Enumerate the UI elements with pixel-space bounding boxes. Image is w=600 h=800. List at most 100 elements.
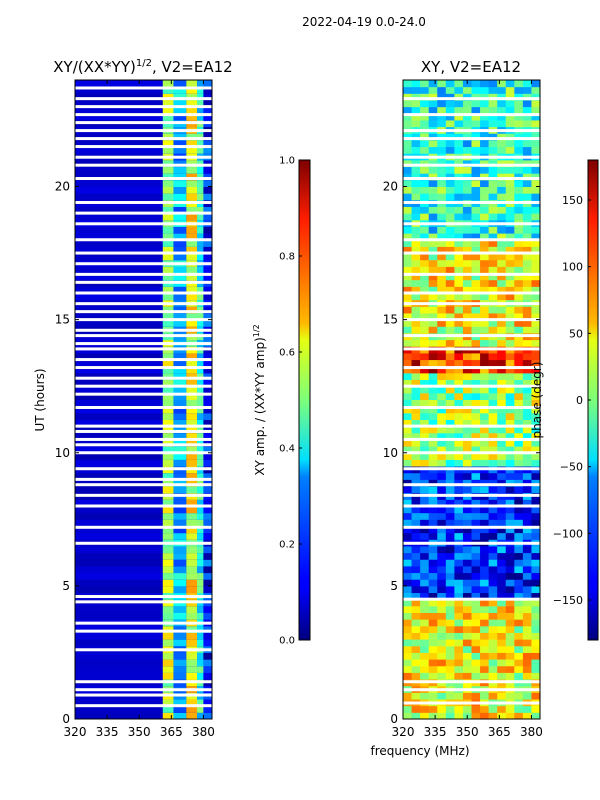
heat-b-cell — [445, 372, 455, 381]
heat-b-cell — [403, 426, 413, 434]
heat-b-cell — [505, 392, 515, 400]
heat-b-cell — [403, 599, 413, 607]
heat-b-cell — [403, 572, 413, 580]
heat-a-cell — [162, 412, 174, 420]
heat-b-cell — [522, 312, 532, 321]
heat-b-cell — [471, 213, 481, 221]
heat-a-cell — [162, 499, 174, 507]
heat-b-cell — [514, 133, 524, 141]
heat-b-cell — [454, 559, 464, 567]
heat-b-cell — [462, 213, 472, 221]
heat-b-cell — [471, 259, 481, 267]
heat-b-cell — [497, 119, 507, 128]
heat-b-cell — [445, 133, 455, 141]
heat-b-cell — [420, 106, 430, 114]
heat-b-cell — [420, 552, 430, 560]
heat-b-cell — [522, 80, 532, 88]
heat-b-cell — [480, 652, 490, 660]
heat-b-cell — [445, 552, 455, 560]
heat-b-cell — [445, 672, 455, 680]
heat-b-cell — [488, 659, 498, 667]
heat-a-cell — [203, 146, 212, 154]
heat-b-cell — [480, 273, 490, 281]
heat-a-cell — [75, 552, 212, 560]
heat-b-cell — [522, 339, 532, 347]
heat-b-cell — [531, 253, 540, 261]
heat-b-cell — [437, 193, 447, 201]
heat-b-cell — [445, 106, 455, 114]
heat-b-cell — [471, 319, 481, 327]
heat-a-cell — [197, 459, 204, 467]
heat-b-cell — [497, 599, 507, 607]
heat-b-cell — [420, 293, 430, 301]
heat-b-cell — [480, 612, 490, 620]
heat-a-cell — [186, 699, 198, 707]
heat-b-cell — [471, 273, 481, 281]
heat-b-cell — [428, 645, 438, 653]
heat-b-cell — [531, 186, 540, 194]
heat-b-cell — [403, 312, 413, 321]
heat-b-cell — [471, 119, 481, 128]
heat-b-cell — [522, 512, 532, 520]
heat-b-cell — [462, 599, 472, 607]
heat-b-cell — [428, 246, 438, 254]
heat-b-cell — [411, 406, 421, 414]
heat-b-cell — [420, 226, 430, 234]
heat-a-cell — [197, 699, 204, 707]
heat-a-cell — [162, 366, 174, 374]
heat-b-cell — [480, 319, 490, 327]
heat-b-cell — [437, 253, 447, 261]
heat-b-cell — [437, 319, 447, 327]
flagged-row — [75, 272, 212, 276]
heat-b-cell — [471, 312, 481, 321]
heat-b-cell — [403, 279, 413, 287]
heat-a-cell — [162, 552, 174, 560]
heat-b-cell — [411, 119, 421, 128]
heat-b-cell — [531, 692, 540, 700]
heat-b-cell — [428, 459, 438, 467]
heat-a-cell — [186, 565, 198, 574]
heat-b-cell — [437, 159, 447, 168]
heat-b-cell — [497, 352, 507, 361]
heat-b-cell — [480, 226, 490, 234]
heat-b-cell — [471, 672, 481, 680]
heat-b-cell — [531, 233, 540, 241]
heat-b-cell — [420, 119, 430, 128]
heat-b-cell — [522, 572, 532, 580]
heat-b-cell — [522, 599, 532, 607]
heat-b-cell — [497, 592, 507, 600]
heat-b-cell — [428, 672, 438, 680]
flagged-row — [403, 177, 540, 181]
heat-b-cell — [471, 479, 481, 487]
heat-b-cell — [505, 293, 515, 301]
heat-b-cell — [488, 625, 498, 633]
heat-b-cell — [505, 166, 515, 174]
heat-b-cell — [420, 585, 430, 594]
heat-b-cell — [454, 326, 464, 334]
heat-b-cell — [428, 99, 438, 108]
heat-b-cell — [522, 386, 532, 394]
heat-b-cell — [488, 226, 498, 234]
heat-b-cell — [488, 113, 498, 121]
heat-b-cell — [505, 339, 515, 347]
heat-a-cell — [197, 486, 204, 494]
heat-b-cell — [454, 605, 464, 613]
heat-a-cell — [197, 312, 204, 321]
flagged-row — [75, 145, 212, 149]
heat-b-cell — [514, 712, 524, 719]
heat-b-cell — [445, 565, 455, 574]
heat-a-cell — [186, 472, 198, 480]
heat-a-cell — [197, 659, 204, 667]
heat-b-cell — [428, 399, 438, 407]
heat-b-cell — [454, 99, 464, 108]
heat-b-cell — [454, 246, 464, 254]
heat-b-cell — [497, 93, 507, 101]
heat-a-cell — [75, 399, 212, 407]
heat-a-cell — [173, 705, 187, 713]
heat-b-cell — [480, 406, 490, 414]
heat-b-cell — [428, 273, 438, 281]
heat-b-cell — [505, 512, 515, 520]
heat-b-cell — [420, 619, 430, 627]
